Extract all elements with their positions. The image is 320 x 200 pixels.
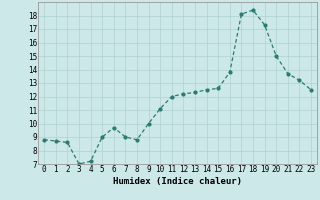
X-axis label: Humidex (Indice chaleur): Humidex (Indice chaleur) [113,177,242,186]
